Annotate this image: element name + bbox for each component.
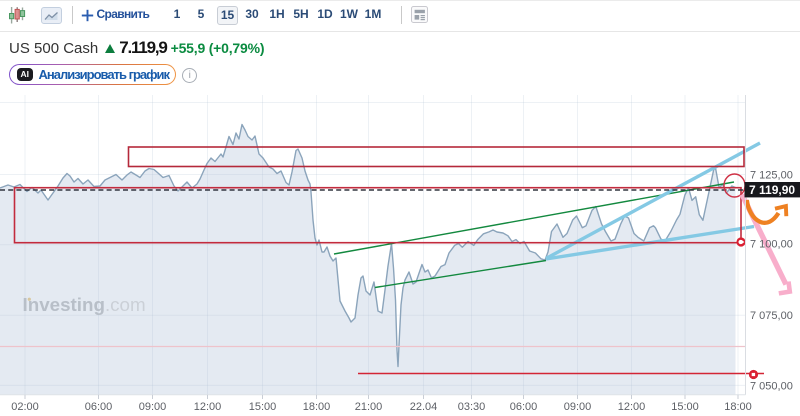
svg-text:21:00: 21:00 <box>355 401 383 413</box>
svg-text:7 119,90: 7 119,90 <box>749 183 795 197</box>
svg-text:7 100,00: 7 100,00 <box>750 238 793 250</box>
svg-text:15:00: 15:00 <box>249 401 277 413</box>
svg-text:02:00: 02:00 <box>11 401 39 413</box>
svg-text:18:00: 18:00 <box>303 401 331 413</box>
svg-text:12:00: 12:00 <box>194 401 222 413</box>
svg-text:7 075,00: 7 075,00 <box>750 310 793 322</box>
svg-text:12:00: 12:00 <box>618 401 646 413</box>
svg-text:03:30: 03:30 <box>458 401 486 413</box>
svg-text:7 125,00: 7 125,00 <box>750 170 793 182</box>
svg-text:06:00: 06:00 <box>85 401 113 413</box>
svg-text:15:00: 15:00 <box>671 401 699 413</box>
svg-text:18:00: 18:00 <box>724 401 752 413</box>
svg-text:Investing.com: Investing.com <box>23 294 146 315</box>
svg-text:09:00: 09:00 <box>139 401 167 413</box>
svg-text:09:00: 09:00 <box>564 401 592 413</box>
svg-text:06:00: 06:00 <box>510 401 538 413</box>
svg-text:22.04: 22.04 <box>410 401 438 413</box>
svg-text:7 050,00: 7 050,00 <box>750 381 793 393</box>
